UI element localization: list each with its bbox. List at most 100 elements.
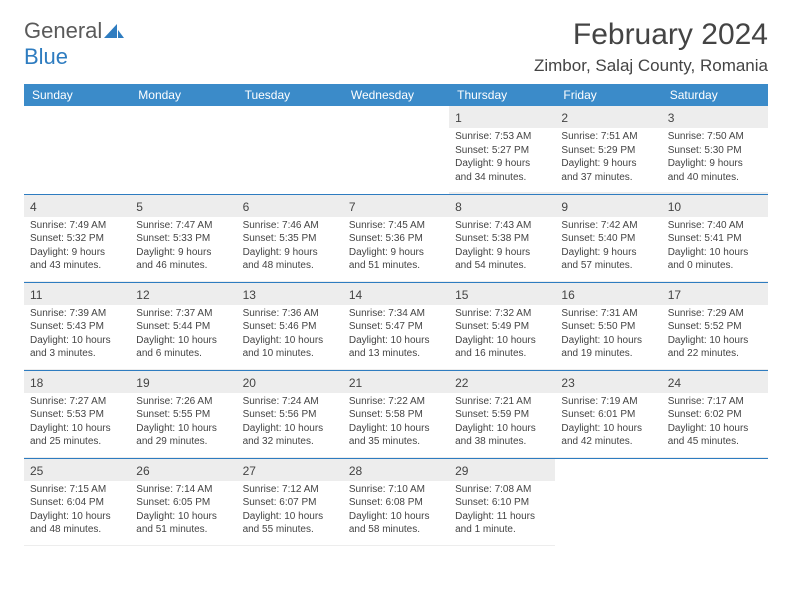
calendar-day-cell: 4 Sunrise: 7:49 AMSunset: 5:32 PMDaylight… [24,194,130,282]
sunset-line: Sunset: 5:56 PM [243,408,337,422]
sunset-line: Sunset: 5:44 PM [136,320,230,334]
sunset-line: Sunset: 5:50 PM [561,320,655,334]
sunset-line: Sunset: 5:46 PM [243,320,337,334]
sunrise-line: Sunrise: 7:42 AM [561,219,655,233]
day-number: 27 [243,463,337,479]
daylight-line: Daylight: 10 hours and 51 minutes. [136,510,230,537]
day-number: 11 [30,287,124,303]
weekday-header: Sunday [24,84,130,106]
calendar-day-cell: 8Sunrise: 7:43 AMSunset: 5:38 PMDaylight… [449,194,555,282]
day-number: 21 [349,375,443,391]
calendar-day-cell: 21 Sunrise: 7:22 AMSunset: 5:58 PMDayligh… [343,370,449,458]
sunrise-line: Sunrise: 7:17 AM [668,395,762,409]
sunset-line: Sunset: 5:52 PM [668,320,762,334]
calendar-day-cell: 13Sunrise: 7:36 AMSunset: 5:46 PMDayligh… [237,282,343,370]
sunset-line: Sunset: 6:04 PM [30,496,124,510]
day-number: 6 [243,199,337,215]
title-block: February 2024 Zimbor, Salaj County, Roma… [534,18,768,76]
sunrise-line: Sunrise: 7:32 AM [455,307,549,321]
weekday-header: Thursday [449,84,555,106]
weekday-header: Monday [130,84,236,106]
daylight-line: Daylight: 10 hours and 45 minutes. [668,422,762,449]
day-number: 18 [30,375,124,391]
daylight-line: Daylight: 9 hours and 43 minutes. [30,246,124,273]
calendar-day-cell: 14 Sunrise: 7:34 AMSunset: 5:47 PMDayligh… [343,282,449,370]
sunset-line: Sunset: 5:53 PM [30,408,124,422]
calendar-day-cell: 10Sunrise: 7:40 AMSunset: 5:41 PMDayligh… [662,194,768,282]
logo-word-1: General [24,18,102,43]
calendar-day-cell: 17Sunrise: 7:29 AMSunset: 5:52 PMDayligh… [662,282,768,370]
day-number: 10 [668,199,762,215]
calendar-day-cell: 27Sunrise: 7:12 AMSunset: 6:07 PMDayligh… [237,458,343,546]
sunrise-line: Sunrise: 7:15 AM [30,483,124,497]
daylight-line: Daylight: 10 hours and 38 minutes. [455,422,549,449]
day-info: Sunrise: 7:46 AMSunset: 5:35 PMDaylight:… [237,217,343,281]
calendar-day-cell: 5 Sunrise: 7:47 AMSunset: 5:33 PMDaylight… [130,194,236,282]
daylight-line: Daylight: 10 hours and 13 minutes. [349,334,443,361]
day-number: 15 [455,287,549,303]
calendar-day-cell: 11Sunrise: 7:39 AMSunset: 5:43 PMDayligh… [24,282,130,370]
calendar-day-cell [24,106,130,194]
sunset-line: Sunset: 5:47 PM [349,320,443,334]
day-number: 4 [30,199,124,215]
day-number: 2 [561,110,655,126]
sunrise-line: Sunrise: 7:39 AM [30,307,124,321]
sunset-line: Sunset: 5:29 PM [561,144,655,158]
calendar-day-cell: 18 Sunrise: 7:27 AMSunset: 5:53 PMDayligh… [24,370,130,458]
day-info: Sunrise: 7:21 AMSunset: 5:59 PMDaylight:… [449,393,555,457]
sunrise-line: Sunrise: 7:34 AM [349,307,443,321]
calendar-body: 1Sunrise: 7:53 AMSunset: 5:27 PMDaylight… [24,106,768,546]
day-info: Sunrise: 7:49 AMSunset: 5:32 PMDaylight:… [24,217,130,281]
sunset-line: Sunset: 5:30 PM [668,144,762,158]
day-number: 28 [349,463,443,479]
calendar-day-cell: 12Sunrise: 7:37 AMSunset: 5:44 PMDayligh… [130,282,236,370]
sunrise-line: Sunrise: 7:08 AM [455,483,549,497]
daylight-line: Daylight: 10 hours and 42 minutes. [561,422,655,449]
day-number: 22 [455,375,549,391]
sunrise-line: Sunrise: 7:12 AM [243,483,337,497]
day-number: 24 [668,375,762,391]
sunset-line: Sunset: 6:02 PM [668,408,762,422]
calendar-day-cell: 3Sunrise: 7:50 AMSunset: 5:30 PMDaylight… [662,106,768,194]
daylight-line: Daylight: 10 hours and 16 minutes. [455,334,549,361]
day-info: Sunrise: 7:27 AMSunset: 5:53 PMDaylight:… [24,393,130,457]
sunrise-line: Sunrise: 7:37 AM [136,307,230,321]
sunset-line: Sunset: 5:55 PM [136,408,230,422]
logo-sail-icon [104,18,124,44]
sunrise-line: Sunrise: 7:14 AM [136,483,230,497]
day-number: 5 [136,199,230,215]
logo-word-2: Blue [24,44,68,69]
calendar-day-cell: 6 Sunrise: 7:46 AMSunset: 5:35 PMDaylight… [237,194,343,282]
sunrise-line: Sunrise: 7:43 AM [455,219,549,233]
daylight-line: Daylight: 10 hours and 58 minutes. [349,510,443,537]
day-number: 3 [668,110,762,126]
daylight-line: Daylight: 10 hours and 32 minutes. [243,422,337,449]
calendar-day-cell: 26Sunrise: 7:14 AMSunset: 6:05 PMDayligh… [130,458,236,546]
calendar-day-cell: 19Sunrise: 7:26 AMSunset: 5:55 PMDayligh… [130,370,236,458]
sunset-line: Sunset: 5:38 PM [455,232,549,246]
sunrise-line: Sunrise: 7:47 AM [136,219,230,233]
sunset-line: Sunset: 5:43 PM [30,320,124,334]
calendar-week-row: 18 Sunrise: 7:27 AMSunset: 5:53 PMDayligh… [24,370,768,458]
daylight-line: Daylight: 10 hours and 48 minutes. [30,510,124,537]
calendar-day-cell: 29Sunrise: 7:08 AMSunset: 6:10 PMDayligh… [449,458,555,546]
day-info: Sunrise: 7:47 AMSunset: 5:33 PMDaylight:… [130,217,236,281]
day-number: 14 [349,287,443,303]
location: Zimbor, Salaj County, Romania [534,56,768,76]
calendar-day-cell: 9Sunrise: 7:42 AMSunset: 5:40 PMDaylight… [555,194,661,282]
daylight-line: Daylight: 10 hours and 29 minutes. [136,422,230,449]
calendar-day-cell [555,458,661,546]
daylight-line: Daylight: 10 hours and 10 minutes. [243,334,337,361]
sunset-line: Sunset: 5:58 PM [349,408,443,422]
calendar-day-cell: 20Sunrise: 7:24 AMSunset: 5:56 PMDayligh… [237,370,343,458]
day-info: Sunrise: 7:36 AMSunset: 5:46 PMDaylight:… [237,305,343,369]
daylight-line: Daylight: 9 hours and 34 minutes. [455,157,549,184]
sunrise-line: Sunrise: 7:26 AM [136,395,230,409]
sunrise-line: Sunrise: 7:50 AM [668,130,762,144]
sunset-line: Sunset: 5:33 PM [136,232,230,246]
calendar-day-cell: 7Sunrise: 7:45 AMSunset: 5:36 PMDaylight… [343,194,449,282]
calendar-day-cell: 25Sunrise: 7:15 AMSunset: 6:04 PMDayligh… [24,458,130,546]
sunrise-line: Sunrise: 7:53 AM [455,130,549,144]
day-info: Sunrise: 7:22 AMSunset: 5:58 PMDaylight:… [343,393,449,457]
calendar-week-row: 25Sunrise: 7:15 AMSunset: 6:04 PMDayligh… [24,458,768,546]
